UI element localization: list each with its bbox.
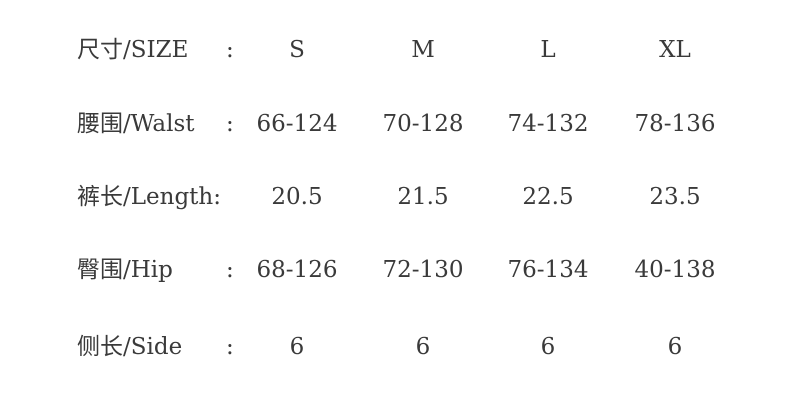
length-row: 裤长/Length: 20.5 21.5 22.5 23.5: [0, 177, 791, 217]
cell-xl: XL: [659, 37, 691, 63]
row-label: 侧长/Side: [77, 334, 183, 360]
cell-l: L: [540, 37, 556, 63]
cell-m: 6: [415, 334, 431, 360]
cell-l: 76-134: [507, 257, 589, 283]
row-label: 裤长/Length:: [77, 184, 221, 210]
cell-xl: 23.5: [649, 184, 701, 210]
cell-m: 70-128: [382, 111, 464, 137]
hip-row: 臀围/Hip : 68-126 72-130 76-134 40-138: [0, 250, 791, 290]
cell-s: 66-124: [256, 111, 338, 137]
row-label: 腰围/Walst: [77, 111, 195, 137]
cell-m: M: [411, 37, 435, 63]
cell-s: 20.5: [271, 184, 323, 210]
cell-xl: 6: [667, 334, 683, 360]
size-row: 尺寸/SIZE : S M L XL: [0, 30, 791, 70]
cell-xl: 40-138: [634, 257, 716, 283]
cell-s: 6: [289, 334, 305, 360]
cell-s: 68-126: [256, 257, 338, 283]
row-label: 尺寸/SIZE: [77, 37, 189, 63]
row-colon: :: [226, 257, 234, 283]
cell-s: S: [289, 37, 305, 63]
row-colon: :: [226, 37, 234, 63]
cell-l: 6: [540, 334, 556, 360]
cell-m: 21.5: [397, 184, 449, 210]
row-colon: :: [226, 334, 234, 360]
cell-l: 74-132: [507, 111, 589, 137]
cell-l: 22.5: [522, 184, 574, 210]
cell-xl: 78-136: [634, 111, 716, 137]
side-row: 侧长/Side : 6 6 6 6: [0, 327, 791, 367]
row-colon: :: [226, 111, 234, 137]
row-label: 臀围/Hip: [77, 257, 173, 283]
cell-m: 72-130: [382, 257, 464, 283]
waist-row: 腰围/Walst : 66-124 70-128 74-132 78-136: [0, 104, 791, 144]
